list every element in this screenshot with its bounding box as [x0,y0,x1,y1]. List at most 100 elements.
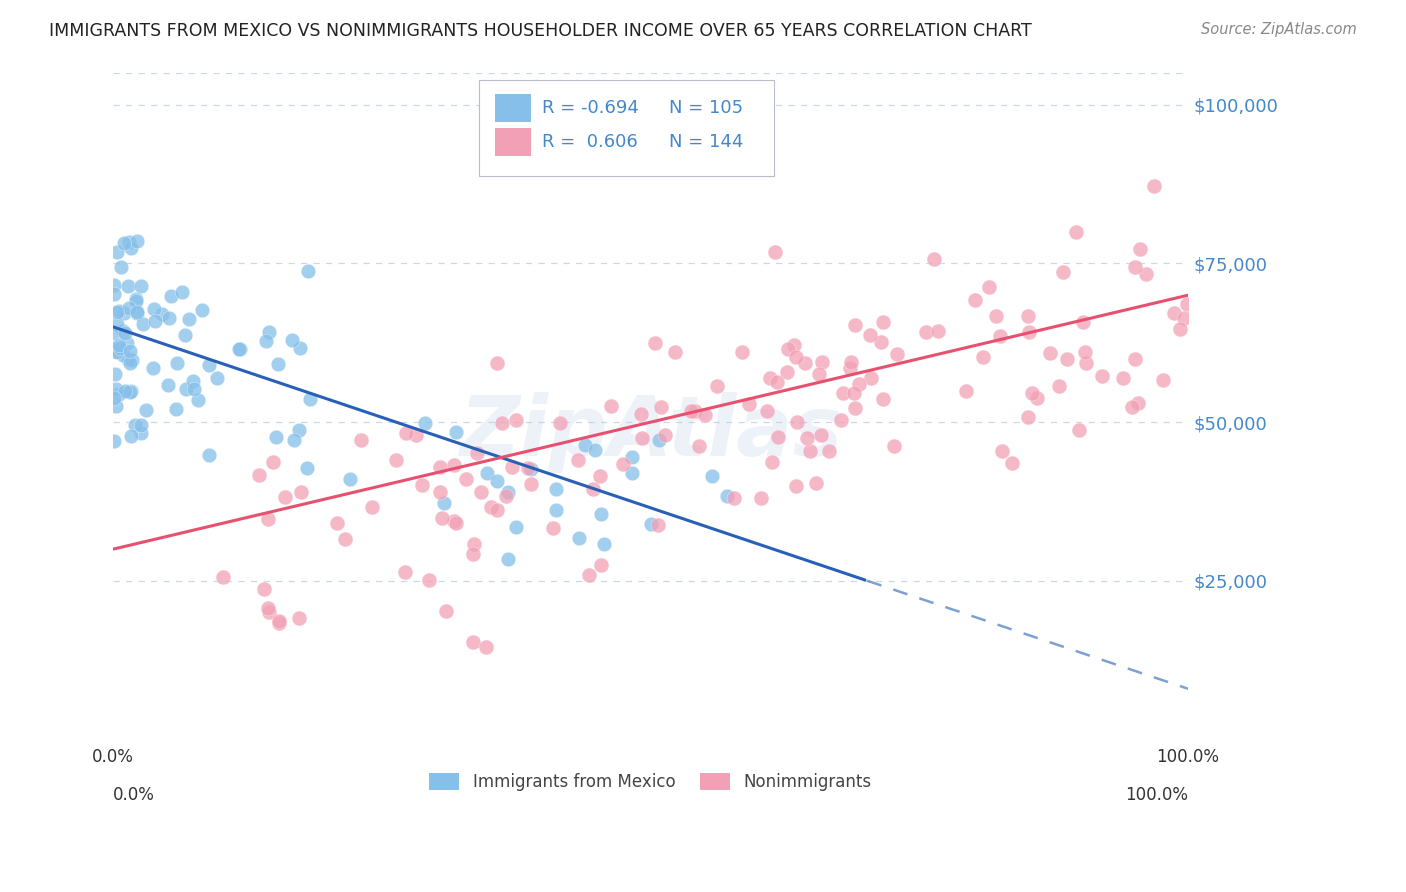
Point [105,245,128,260]
Point [274,490,297,504]
Point [839,361,862,376]
Point [731,345,754,359]
Point [1074,355,1097,369]
Point [475,640,498,654]
Point [174,328,197,343]
Point [844,401,866,416]
Point [191,303,214,318]
Point [108,304,131,318]
Point [759,371,782,385]
Point [716,489,738,503]
Point [839,355,862,369]
Point [1074,344,1097,359]
Point [120,241,142,255]
Point [135,403,157,417]
Point [114,326,136,341]
Point [520,462,543,476]
Point [793,356,815,370]
Point [229,343,252,357]
Point [591,507,613,521]
Point [257,325,280,339]
Point [183,382,205,396]
Point [350,434,373,448]
Point [228,343,250,357]
Point [118,384,141,399]
Point [491,416,513,430]
Point [761,455,783,469]
Point [848,377,870,392]
Point [463,547,485,561]
Point [844,318,866,333]
Point [664,344,686,359]
Point [299,392,322,407]
Text: Source: ZipAtlas.com: Source: ZipAtlas.com [1201,22,1357,37]
Point [269,615,291,630]
Point [454,472,477,486]
Point [785,479,807,493]
Point [267,615,290,629]
Point [796,431,818,445]
Point [1018,325,1040,339]
Point [103,434,125,448]
Point [621,450,644,464]
Point [124,417,146,432]
Point [446,516,468,530]
Point [124,294,146,309]
Point [121,352,143,367]
Point [290,342,312,356]
Point [681,404,703,418]
Point [544,482,567,496]
Point [650,400,672,414]
Point [443,458,465,473]
Point [972,350,994,364]
Point [475,467,498,481]
Point [485,474,508,488]
Point [688,439,710,453]
Point [187,393,209,408]
Point [142,302,165,317]
Point [1025,392,1047,406]
Point [1121,400,1143,414]
Point [262,455,284,469]
Point [429,485,451,500]
Point [589,469,612,483]
Point [288,611,311,625]
Point [170,285,193,299]
Point [574,438,596,452]
Point [647,518,669,533]
Text: ZipAtlas: ZipAtlas [460,392,842,474]
Point [991,444,1014,458]
Point [145,314,167,328]
Point [544,503,567,517]
Point [723,491,745,505]
Point [1066,225,1088,239]
Point [1017,309,1039,323]
Point [247,467,270,482]
Point [181,374,204,388]
Point [266,358,288,372]
Point [702,468,724,483]
Point [883,439,905,453]
Point [567,453,589,467]
Point [326,516,349,530]
Point [1091,369,1114,384]
Point [463,537,485,551]
Point [339,472,361,486]
Point [297,460,319,475]
Point [501,460,523,475]
Point [751,491,773,505]
Point [1123,351,1146,366]
Point [112,235,135,250]
Point [593,537,616,551]
Point [104,344,127,359]
Point [859,327,882,342]
Text: R =  0.606: R = 0.606 [543,133,638,151]
Point [1126,396,1149,410]
Point [166,356,188,370]
Point [110,343,132,357]
Point [1175,297,1198,311]
Point [548,416,571,430]
Point [783,338,806,352]
Point [568,531,591,545]
Point [810,428,832,442]
